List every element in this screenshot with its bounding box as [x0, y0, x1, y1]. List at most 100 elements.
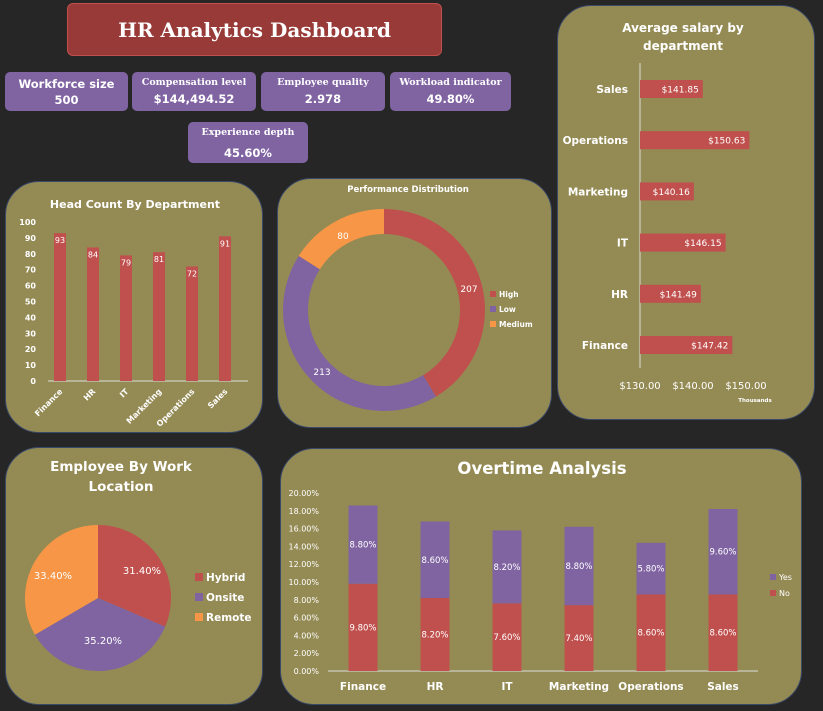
legend-label: Onsite: [206, 592, 244, 604]
x-tick-label: Sales: [707, 681, 739, 693]
title-line: Employee By Work: [50, 459, 193, 475]
title-line: Location: [89, 479, 154, 495]
bar: [640, 336, 733, 354]
y-tick-label: 8.00%: [294, 596, 320, 605]
y-tick-label: 10: [25, 361, 37, 370]
data-label: $141.85: [662, 86, 699, 96]
data-label: $140.16: [653, 188, 690, 198]
dashboard-title: HR Analytics Dashboard: [67, 3, 442, 56]
legend-label: Remote: [206, 612, 252, 624]
y-tick-label: 30: [25, 329, 37, 338]
chart-title: Average salary by department: [622, 21, 744, 53]
pie-slice-hybrid: [98, 525, 172, 627]
bar: [640, 182, 694, 201]
legend-swatch: [490, 306, 496, 312]
data-label: $141.49: [660, 290, 697, 300]
y-tick-label: Finance: [582, 340, 628, 352]
data-label: 35.20%: [84, 636, 122, 647]
data-label: 8.60%: [421, 556, 448, 566]
headcount-chart-panel: Head Count By Department 0 10 20 30 40 50 60 70 8…: [5, 181, 263, 433]
y-tick-label: 16.00%: [288, 525, 319, 534]
x-tick-label: IT: [501, 681, 513, 693]
legend-swatch: [195, 573, 203, 581]
chart-title: Head Count By Department: [50, 198, 220, 211]
y-tick-label: Sales: [596, 84, 628, 96]
data-label: 80: [337, 232, 349, 242]
performance-chart: Performance Distribution 207 High 213 Low 80 M…: [282, 185, 533, 411]
bar-segment-yes: [492, 530, 522, 604]
x-tick-label: Finance: [33, 387, 65, 419]
y-tick-label: 70: [25, 266, 37, 275]
bar-segment-no: [636, 594, 666, 671]
x-tick-label: $150.00: [725, 381, 766, 392]
kpi-label: Employee quality: [277, 77, 369, 88]
y-tick-label: 2.00%: [294, 649, 320, 658]
x-tick-label: $130.00: [619, 381, 660, 392]
y-tick-label: 6.00%: [294, 614, 320, 623]
y-tick-label: 40: [25, 313, 37, 322]
y-tick-label: 10.00%: [288, 578, 319, 587]
data-label: 7.60%: [493, 633, 520, 643]
y-tick-label: IT: [617, 238, 629, 250]
y-tick-label: 18.00%: [288, 507, 319, 516]
kpi-value: $144,494.52: [153, 92, 235, 106]
data-label: 31.40%: [123, 566, 161, 577]
kpi-employee-quality: Employee quality 2.978: [261, 72, 385, 111]
data-label: $147.42: [691, 342, 728, 352]
x-tick-label: HR: [82, 387, 97, 402]
overtime-chart-panel: Overtime Analysis 0.00% 2.00% 4.00% 6.00% 8.0…: [280, 448, 802, 705]
salary-chart: Average salary by department $141.85 Sales $…: [563, 21, 773, 404]
y-tick-label: Operations: [563, 135, 628, 147]
location-chart-panel: Employee By Work Location 31.40% Hybrid 35.2…: [5, 447, 263, 705]
y-tick-label: 14.00%: [288, 542, 319, 551]
y-tick-label: 20.00%: [288, 489, 319, 498]
legend-label: No: [779, 589, 790, 598]
y-tick-label: 0: [30, 377, 36, 386]
performance-chart-panel: Performance Distribution 207 High 213 Low 80 M…: [277, 178, 552, 428]
chart-title: Performance Distribution: [347, 185, 469, 195]
x-tick-label: IT: [118, 387, 131, 400]
y-tick-label: 90: [25, 234, 37, 243]
bar: [153, 252, 165, 381]
salary-chart-panel: Average salary by department $141.85 Sales $…: [557, 5, 815, 420]
bar-segment-no: [420, 598, 450, 671]
chart-title: Overtime Analysis: [457, 459, 626, 478]
legend-swatch: [490, 321, 496, 327]
bar-segment-yes: [348, 505, 378, 584]
pie-slice-onsite: [34, 598, 166, 671]
y-tick-label: 12.00%: [288, 560, 319, 569]
kpi-label: Workload indicator: [399, 77, 502, 88]
data-label: 9.80%: [349, 623, 376, 633]
y-tick-label: 20: [25, 345, 37, 354]
legend-label: Yes: [778, 573, 792, 582]
legend-label: Low: [499, 305, 516, 314]
bar-segment-no: [708, 594, 738, 671]
y-tick-label: 80: [25, 250, 37, 259]
bar-segment-yes: [636, 542, 666, 595]
data-label: 91: [220, 239, 230, 248]
data-label: 81: [154, 255, 164, 264]
bar: [186, 266, 198, 381]
donut-slice-low: [282, 255, 436, 411]
legend-swatch: [770, 574, 776, 580]
y-tick-label: Marketing: [568, 186, 628, 198]
bar-segment-yes: [564, 526, 594, 606]
x-tick-label: Operations: [618, 681, 683, 693]
donut-slice-high: [384, 209, 485, 397]
y-tick-label: 0.00%: [294, 667, 320, 676]
data-label: 72: [187, 270, 197, 279]
kpi-label: Compensation level: [141, 77, 247, 88]
data-label: 207: [460, 285, 477, 295]
kpi-value: 2.978: [304, 92, 342, 106]
bar: [640, 80, 703, 98]
bar-segment-yes: [420, 521, 450, 599]
y-tick-label: 50: [25, 298, 37, 307]
y-tick-label: 100: [19, 218, 36, 227]
data-label: 8.80%: [349, 541, 376, 551]
overtime-chart: Overtime Analysis 0.00% 2.00% 4.00% 6.00% 8.0…: [288, 459, 792, 693]
y-tick-label: 60: [25, 282, 37, 291]
data-label: 8.20%: [421, 631, 448, 641]
donut-slice-medium: [298, 209, 384, 270]
kpi-value: 500: [54, 93, 79, 107]
data-label: 8.60%: [637, 629, 664, 639]
